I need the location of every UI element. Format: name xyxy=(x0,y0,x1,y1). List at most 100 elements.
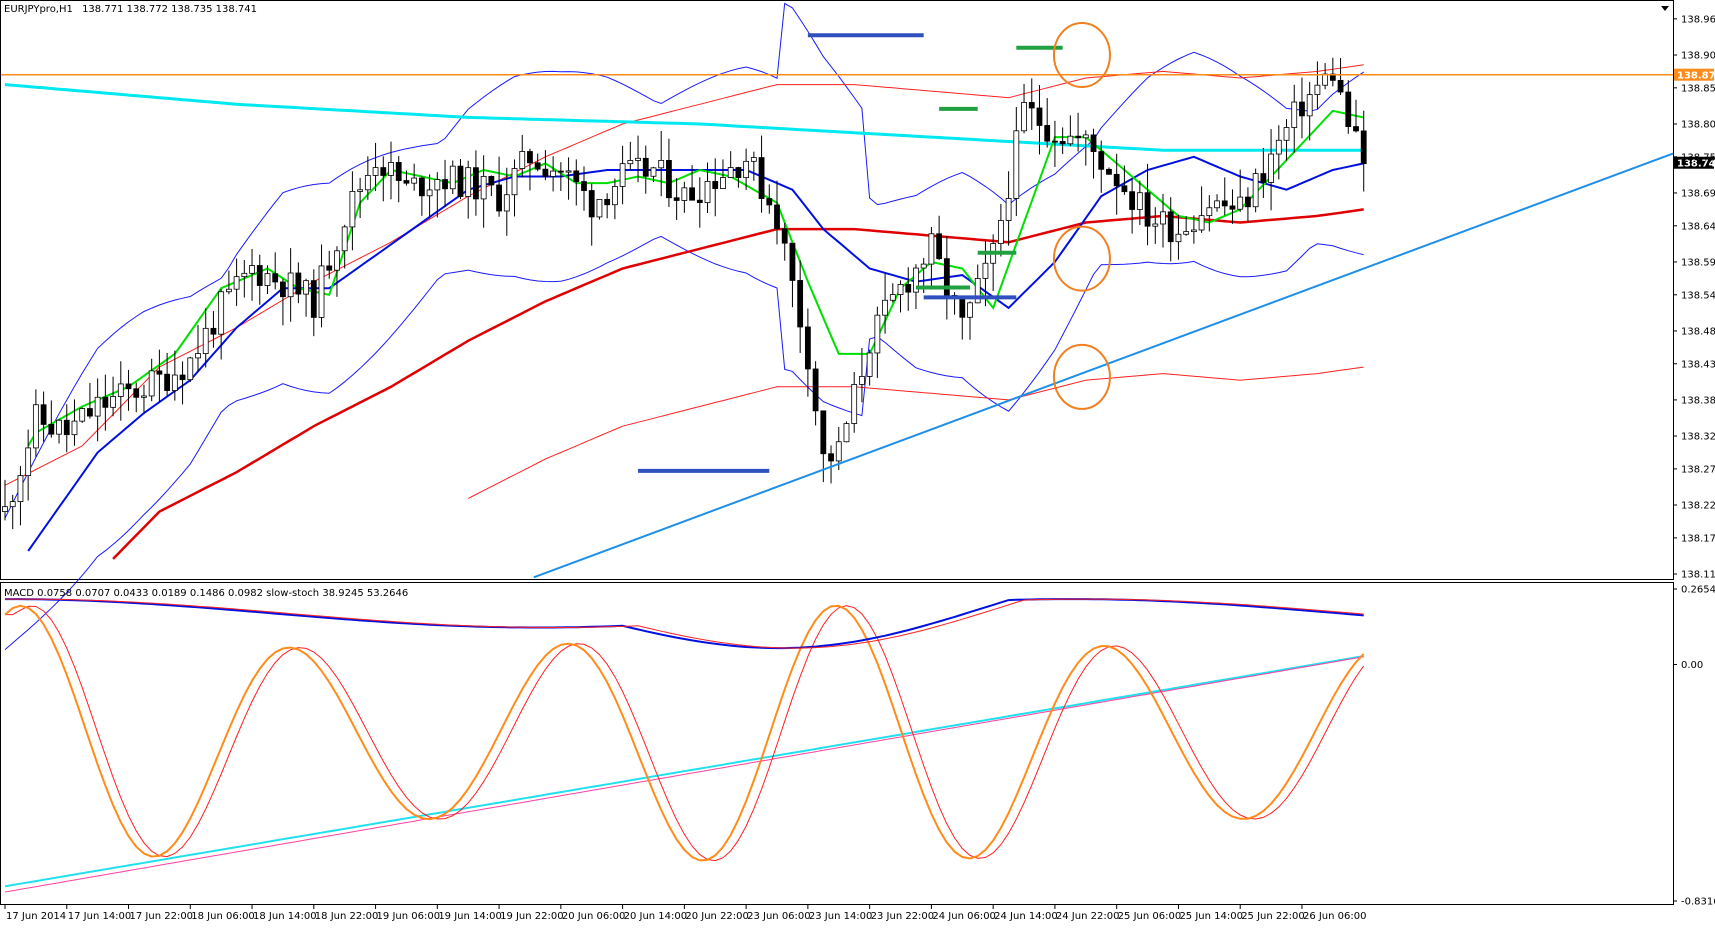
candle-body xyxy=(1292,102,1297,127)
candle-body xyxy=(1269,154,1274,182)
candle-body xyxy=(504,195,509,211)
candle-body xyxy=(1037,108,1042,125)
marked-price-badge: 138.875 xyxy=(1677,71,1715,82)
candle-body xyxy=(1346,92,1351,127)
candle-body xyxy=(280,282,285,297)
candle-body xyxy=(1006,198,1011,220)
candle-body xyxy=(805,327,810,369)
time-tick-label: 23 Jun 22:00 xyxy=(871,911,935,922)
candle-body xyxy=(744,161,749,177)
candle-body xyxy=(1029,102,1034,108)
candle-body xyxy=(242,273,247,276)
candle-body xyxy=(720,178,725,189)
candle-body xyxy=(1230,206,1235,209)
candle-body xyxy=(304,281,309,294)
time-tick-label: 20 Jun 22:00 xyxy=(685,911,749,922)
candle-body xyxy=(890,295,895,301)
candle-body xyxy=(929,234,934,264)
candle-body xyxy=(33,405,38,448)
price-tick-label: 138.960 xyxy=(1681,14,1715,25)
candle-body xyxy=(103,397,108,407)
candle-body xyxy=(1060,141,1065,143)
candle-body xyxy=(273,274,278,282)
candle-body xyxy=(1137,193,1142,210)
candle-body xyxy=(196,354,201,358)
candle-body xyxy=(1114,174,1119,185)
ohlc-label: 138.771 138.772 138.735 138.741 xyxy=(82,4,257,15)
candle-body xyxy=(1307,95,1312,116)
candle-body xyxy=(1176,234,1181,241)
price-tick-label: 138.170 xyxy=(1681,533,1715,544)
osc-tick-label: -0.8316 xyxy=(1681,897,1715,908)
candle-body xyxy=(1245,197,1250,207)
candle-body xyxy=(775,205,780,229)
candle-body xyxy=(219,292,224,334)
candle-body xyxy=(419,178,424,196)
candle-body xyxy=(1068,136,1073,144)
candle-body xyxy=(64,420,69,434)
candle-body xyxy=(435,180,440,190)
price-tick-label: 138.645 xyxy=(1681,221,1715,232)
candle-body xyxy=(427,190,432,196)
candle-body xyxy=(172,375,177,391)
candle-body xyxy=(389,162,394,175)
price-tick-label: 138.275 xyxy=(1681,464,1715,475)
candle-body xyxy=(296,273,301,294)
price-tick-label: 138.695 xyxy=(1681,188,1715,199)
time-tick-label: 24 Jun 14:00 xyxy=(994,911,1058,922)
price-tick-label: 138.800 xyxy=(1681,119,1715,130)
candle-body xyxy=(319,266,324,317)
candle-body xyxy=(906,284,911,292)
candle-body xyxy=(713,181,718,188)
candle-body xyxy=(458,166,463,196)
candle-body xyxy=(859,376,864,384)
time-tick-label: 17 Jun 14:00 xyxy=(68,911,132,922)
candle-body xyxy=(481,176,486,199)
candle-body xyxy=(1168,212,1173,242)
candle-body xyxy=(759,158,764,199)
price-tick-label: 138.220 xyxy=(1681,501,1715,512)
candle-body xyxy=(396,162,401,180)
candle-body xyxy=(1215,201,1220,208)
time-tick-label: 17 Jun 22:00 xyxy=(130,911,194,922)
candle-body xyxy=(95,397,100,416)
candle-body xyxy=(1315,85,1320,94)
candle-body xyxy=(1222,201,1227,206)
candle-body xyxy=(257,266,262,286)
candle-body xyxy=(1161,212,1166,224)
candle-body xyxy=(612,186,617,204)
candle-body xyxy=(960,298,965,318)
candle-body xyxy=(250,266,255,274)
candle-body xyxy=(1091,135,1096,152)
price-tick-label: 138.485 xyxy=(1681,326,1715,337)
candle-body xyxy=(937,234,942,259)
candle-body xyxy=(1338,80,1343,92)
time-tick-label: 18 Jun 06:00 xyxy=(191,911,255,922)
candle-body xyxy=(558,171,563,172)
osc-tick-label: 0.2654 xyxy=(1681,585,1715,596)
candle-body xyxy=(1184,232,1189,235)
candle-body xyxy=(1238,197,1243,209)
time-tick-label: 24 Jun 22:00 xyxy=(1056,911,1120,922)
candle-body xyxy=(126,384,131,389)
candle-body xyxy=(203,328,208,353)
candle-body xyxy=(358,190,363,192)
candle-body xyxy=(968,303,973,317)
candle-body xyxy=(944,259,949,296)
candle-body xyxy=(10,502,15,507)
candle-body xyxy=(666,160,671,197)
candle-body xyxy=(141,396,146,397)
candle-body xyxy=(473,168,478,199)
candle-body xyxy=(226,289,231,292)
candle-body xyxy=(1014,131,1019,199)
candle-body xyxy=(551,171,556,176)
time-tick-label: 19 Jun 14:00 xyxy=(438,911,502,922)
candle-body xyxy=(489,176,494,185)
time-tick-label: 23 Jun 14:00 xyxy=(809,911,873,922)
candle-body xyxy=(149,371,154,396)
price-tick-label: 138.115 xyxy=(1681,570,1715,581)
candle-body xyxy=(334,251,339,270)
price-tick-label: 138.855 xyxy=(1681,83,1715,94)
